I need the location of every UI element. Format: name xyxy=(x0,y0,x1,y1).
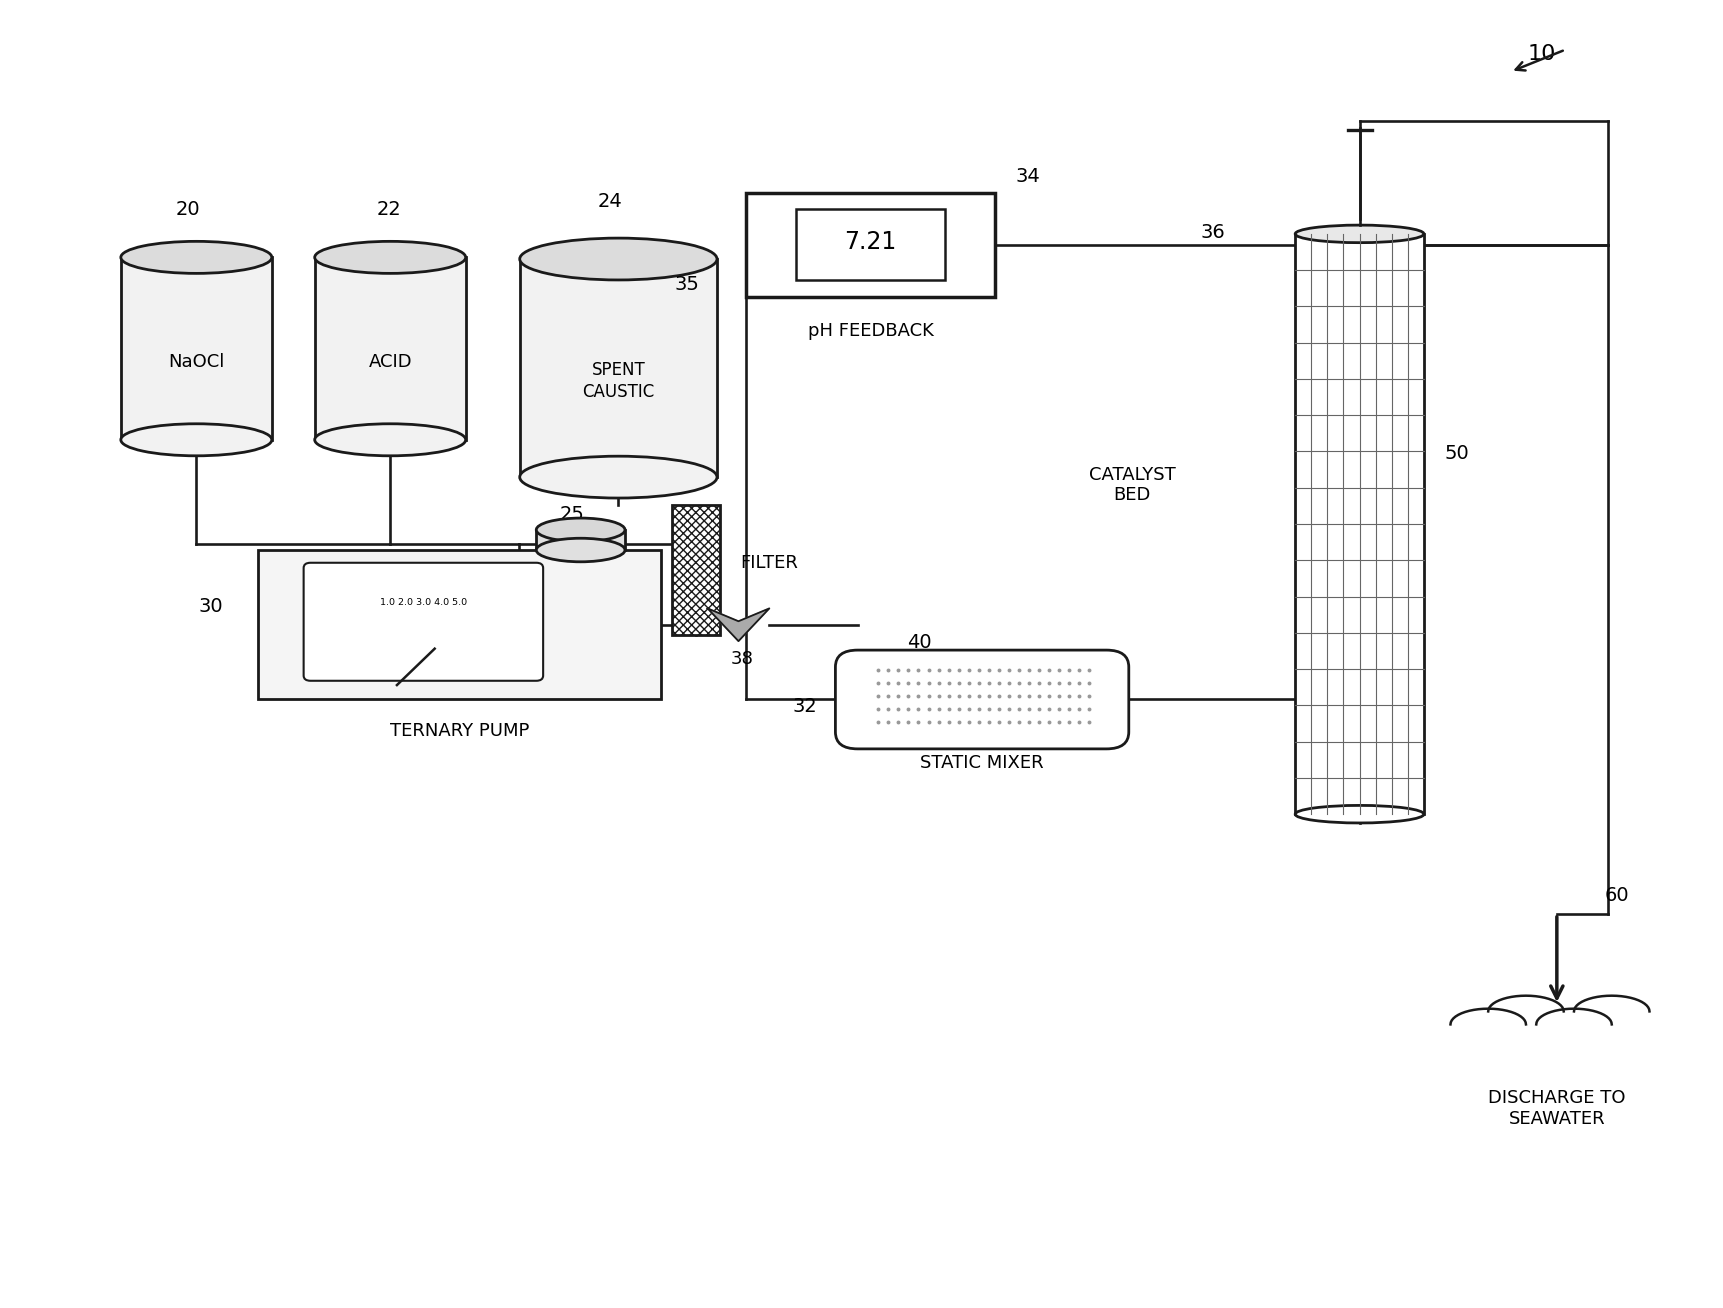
Ellipse shape xyxy=(315,242,465,273)
Text: 34: 34 xyxy=(1015,167,1039,186)
Text: 25: 25 xyxy=(560,505,584,525)
Text: 30: 30 xyxy=(198,596,222,616)
Text: 1.0 2.0 3.0 4.0 5.0: 1.0 2.0 3.0 4.0 5.0 xyxy=(379,598,467,607)
Text: SPENT
CAUSTIC: SPENT CAUSTIC xyxy=(582,361,655,402)
Bar xyxy=(796,209,944,280)
Ellipse shape xyxy=(121,242,272,273)
Ellipse shape xyxy=(519,238,717,280)
Text: 24: 24 xyxy=(598,192,622,211)
Polygon shape xyxy=(315,258,465,439)
Ellipse shape xyxy=(536,518,625,542)
Polygon shape xyxy=(121,258,272,439)
Text: NaOCl: NaOCl xyxy=(169,353,224,370)
Text: CATALYST
BED: CATALYST BED xyxy=(1089,466,1175,505)
Text: 22: 22 xyxy=(376,200,401,218)
FancyBboxPatch shape xyxy=(303,562,543,680)
Text: DISCHARGE TO
SEAWATER: DISCHARGE TO SEAWATER xyxy=(1487,1090,1625,1129)
Text: pH FEEDBACK: pH FEEDBACK xyxy=(806,322,932,340)
Ellipse shape xyxy=(121,424,272,455)
Ellipse shape xyxy=(315,424,465,455)
Polygon shape xyxy=(1294,234,1423,814)
Text: 60: 60 xyxy=(1604,886,1628,905)
Text: 38: 38 xyxy=(731,650,753,668)
Bar xyxy=(672,505,718,634)
Text: 35: 35 xyxy=(674,275,698,294)
Text: 32: 32 xyxy=(793,697,817,717)
Text: FILTER: FILTER xyxy=(739,555,798,572)
Ellipse shape xyxy=(1294,806,1423,823)
Polygon shape xyxy=(706,608,768,641)
Text: 40: 40 xyxy=(906,633,932,651)
Ellipse shape xyxy=(1294,225,1423,243)
Polygon shape xyxy=(519,259,717,477)
Text: 10: 10 xyxy=(1527,44,1556,64)
Text: 36: 36 xyxy=(1201,224,1225,242)
Text: ACID: ACID xyxy=(369,353,412,370)
FancyBboxPatch shape xyxy=(836,650,1129,749)
Text: STATIC MIXER: STATIC MIXER xyxy=(920,755,1044,772)
Text: 50: 50 xyxy=(1444,443,1468,463)
Ellipse shape xyxy=(519,456,717,498)
Ellipse shape xyxy=(536,539,625,562)
Polygon shape xyxy=(536,530,625,551)
Bar xyxy=(258,551,662,700)
Text: TERNARY PUMP: TERNARY PUMP xyxy=(389,722,529,740)
Bar xyxy=(746,192,994,297)
Text: 20: 20 xyxy=(176,200,200,218)
Text: 7.21: 7.21 xyxy=(844,230,896,254)
